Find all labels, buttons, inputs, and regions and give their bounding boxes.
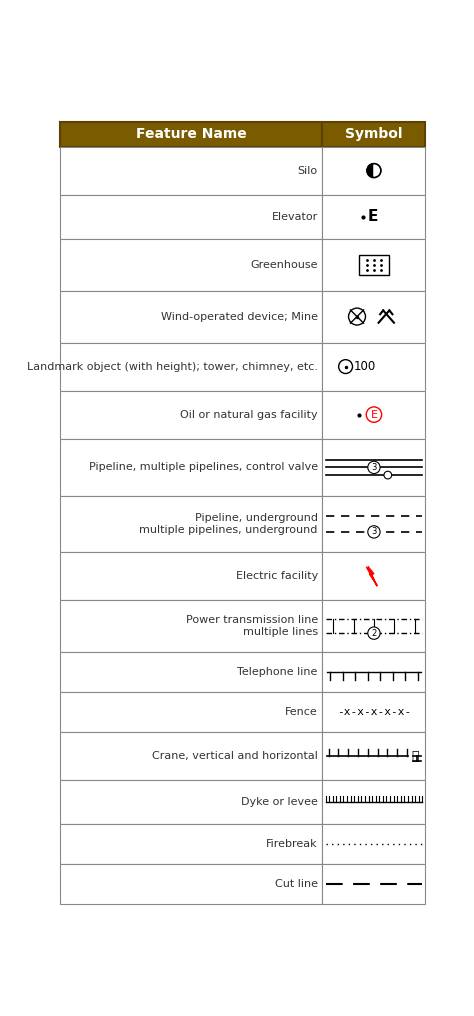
Text: -x-x-x-x-x-: -x-x-x-x-x- [337,707,411,717]
Text: Crane, vertical and horizontal: Crane, vertical and horizontal [152,751,318,761]
Text: Telephone line: Telephone line [237,668,318,678]
Polygon shape [322,146,425,195]
Polygon shape [322,733,425,780]
Text: Cut line: Cut line [275,879,318,889]
Text: 100: 100 [354,360,376,373]
Polygon shape [322,600,425,652]
Text: Oil or natural gas facility: Oil or natural gas facility [180,409,318,420]
Polygon shape [322,195,425,239]
Polygon shape [322,439,425,496]
Polygon shape [61,390,322,439]
Polygon shape [61,342,322,390]
Polygon shape [61,195,322,239]
Text: E: E [368,209,378,225]
Text: Wind-operated device; Mine: Wind-operated device; Mine [161,312,318,322]
Polygon shape [61,865,322,904]
Text: E: E [371,409,377,420]
Text: Dyke or levee: Dyke or levee [241,798,318,808]
Text: Landmark object (with height); tower, chimney, etc.: Landmark object (with height); tower, ch… [27,362,318,372]
Polygon shape [322,865,425,904]
Polygon shape [61,146,322,195]
Text: Greenhouse: Greenhouse [250,259,318,269]
Polygon shape [61,692,322,733]
Polygon shape [61,733,322,780]
Text: Elevator: Elevator [272,211,318,221]
Polygon shape [61,600,322,652]
Polygon shape [322,496,425,553]
Polygon shape [366,567,377,585]
Text: Firebreak: Firebreak [266,839,318,849]
Text: Fence: Fence [285,707,318,717]
Polygon shape [322,692,425,733]
Text: Electric facility: Electric facility [236,571,318,581]
Polygon shape [61,780,322,824]
Circle shape [384,471,392,479]
Polygon shape [61,496,322,553]
Text: Feature Name: Feature Name [136,127,247,141]
Polygon shape [61,652,322,692]
Polygon shape [322,780,425,824]
Text: Pipeline, multiple pipelines, control valve: Pipeline, multiple pipelines, control va… [89,462,318,472]
Polygon shape [322,553,425,600]
Polygon shape [61,291,322,342]
Text: Silo: Silo [298,166,318,176]
Polygon shape [322,239,425,291]
Bar [359,255,389,274]
Circle shape [368,525,380,538]
Text: Power transmission line
multiple lines: Power transmission line multiple lines [186,616,318,637]
Polygon shape [61,553,322,600]
Text: ⛔: ⛔ [411,750,419,763]
Text: 3: 3 [371,463,377,471]
Text: 3: 3 [371,527,377,536]
Polygon shape [322,652,425,692]
Text: Pipeline, underground
multiple pipelines, underground: Pipeline, underground multiple pipelines… [139,513,318,535]
Text: Symbol: Symbol [345,127,403,141]
Circle shape [368,461,380,473]
Wedge shape [374,164,381,178]
Polygon shape [61,122,322,146]
Polygon shape [322,342,425,390]
Circle shape [367,164,381,178]
Polygon shape [61,824,322,865]
Polygon shape [61,439,322,496]
Polygon shape [322,390,425,439]
Polygon shape [322,824,425,865]
Text: 2: 2 [371,629,376,638]
Circle shape [368,627,380,639]
Polygon shape [322,122,425,146]
Polygon shape [61,239,322,291]
Polygon shape [322,291,425,342]
Polygon shape [368,566,377,586]
